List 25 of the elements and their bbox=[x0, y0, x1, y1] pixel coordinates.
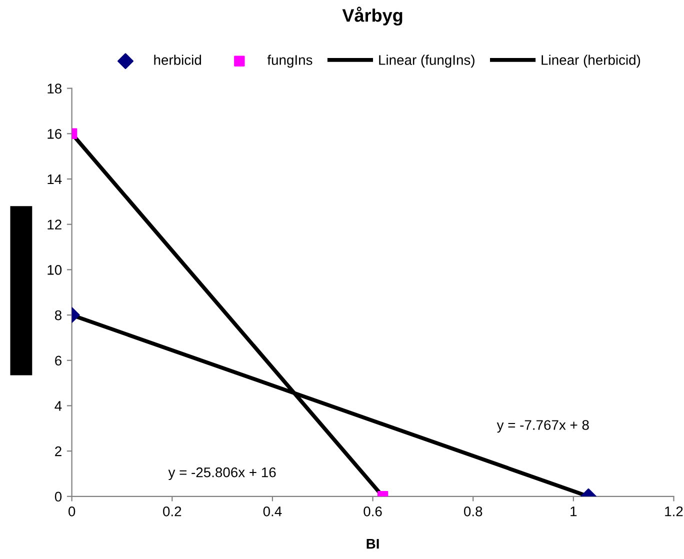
x-tick-label: 1 bbox=[570, 506, 577, 516]
x-tick-label: 0.8 bbox=[464, 506, 482, 516]
y-tick-label: 10 bbox=[48, 265, 62, 275]
x-tick-label: 0.2 bbox=[163, 506, 182, 516]
chart-title: Vårbyg bbox=[342, 6, 402, 26]
y-tick-label: 14 bbox=[48, 174, 62, 184]
x-tick-label: 1.2 bbox=[665, 506, 683, 516]
legend-label: Linear (herbicid) bbox=[542, 54, 640, 68]
y-tick-label: 8 bbox=[54, 310, 62, 320]
y-tick-label: 18 bbox=[48, 84, 62, 94]
y-tick-label: 4 bbox=[54, 401, 62, 411]
y-tick-label: 6 bbox=[55, 356, 62, 366]
x-tick-label: 0 bbox=[68, 506, 76, 516]
y-tick-label: 0 bbox=[54, 492, 62, 502]
annotation: y = -25.806x + 16 bbox=[168, 467, 276, 480]
x-tick-label: 0.4 bbox=[263, 506, 282, 516]
y-tick-label: 12 bbox=[48, 220, 62, 230]
legend-label: Linear (fungIns) bbox=[379, 54, 474, 68]
legend-label: fungIns bbox=[267, 54, 312, 68]
annotation: y = -7.767x + 8 bbox=[496, 420, 589, 433]
x-tick-label: 0.6 bbox=[364, 506, 382, 516]
x-axis-title: BI bbox=[366, 539, 379, 549]
y-tick-label: 16 bbox=[48, 128, 62, 139]
y-tick-label: 2 bbox=[55, 446, 62, 456]
legend-label: herbicid bbox=[154, 54, 202, 65]
